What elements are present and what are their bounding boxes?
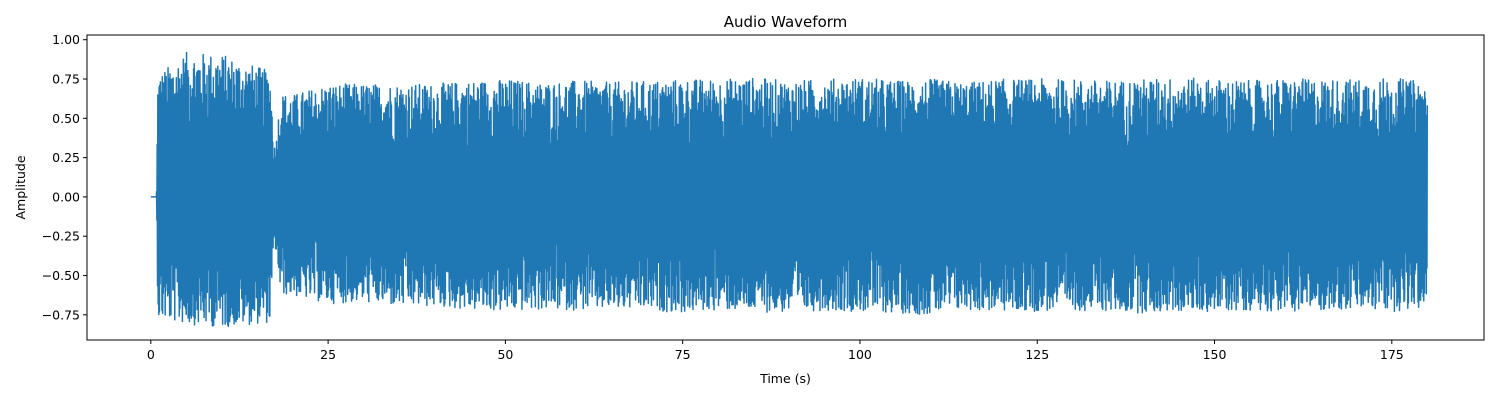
x-tick-label: 125	[1025, 347, 1049, 362]
y-tick-label: −0.50	[42, 268, 80, 283]
y-tick-label: 0.25	[52, 150, 80, 165]
x-tick-label: 175	[1380, 347, 1404, 362]
x-tick-label: 150	[1203, 347, 1227, 362]
y-axis-title: Amplitude	[13, 155, 28, 219]
x-tick-label: 75	[675, 347, 691, 362]
y-tick-label: 0.00	[52, 189, 80, 204]
y-tick-label: 1.00	[52, 32, 80, 47]
waveform-line	[150, 51, 1429, 328]
y-tick-label: −0.75	[42, 307, 80, 322]
y-tick-label: 0.75	[52, 72, 80, 87]
x-tick-label: 100	[848, 347, 872, 362]
x-tick-label: 50	[497, 347, 513, 362]
chart-title: Audio Waveform	[724, 13, 848, 31]
x-axis: 0 25 50 75 100 125 150 175	[147, 340, 1404, 362]
y-tick-label: 0.50	[52, 111, 80, 126]
plot-area	[150, 51, 1429, 328]
y-axis: −0.75 −0.50 −0.25 0.00 0.25 0.50 0.75 1.00	[42, 32, 87, 322]
y-tick-label: −0.25	[42, 229, 80, 244]
x-tick-label: 25	[320, 347, 336, 362]
x-axis-title: Time (s)	[759, 371, 811, 386]
axes-frame	[86, 34, 1485, 341]
x-tick-label: 0	[147, 347, 155, 362]
